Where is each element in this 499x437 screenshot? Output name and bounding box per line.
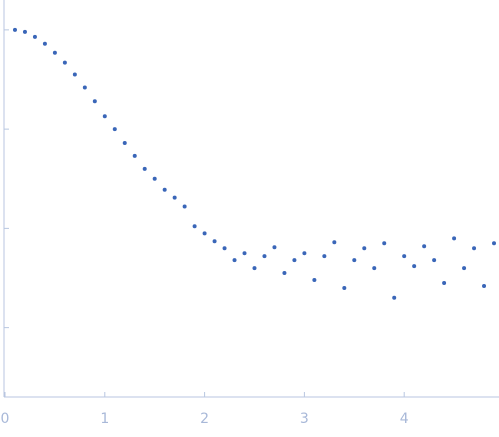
point [412,264,417,269]
point [252,266,257,271]
point [232,258,237,263]
x-tick-label: 2 [200,411,209,427]
point [372,266,377,271]
point [472,246,477,251]
point [172,195,177,200]
point [292,258,297,263]
point [12,27,17,32]
point [242,251,247,256]
point [342,285,347,290]
x-tick-label: 0 [1,411,10,427]
point [362,246,367,251]
point [422,244,427,249]
point [152,176,157,181]
point [42,41,47,46]
point [222,246,227,251]
point [112,127,117,132]
x-tick-label: 4 [400,411,409,427]
point [432,258,437,263]
x-tick-label: 1 [100,411,109,427]
point [202,231,207,236]
point [402,254,407,259]
point [462,266,467,271]
point [162,187,167,192]
point [142,166,147,171]
point [382,241,387,246]
point [312,277,317,282]
point [32,34,37,39]
point [122,141,127,146]
point [72,72,77,77]
point [352,258,357,263]
point [182,204,187,209]
point [192,224,197,229]
point [442,280,447,285]
point [52,50,57,55]
point [132,153,137,158]
point [452,236,457,241]
point [22,29,27,34]
point [212,239,217,244]
point [392,295,397,300]
point [262,254,267,259]
point [302,251,307,256]
point [92,99,97,104]
point [282,271,287,276]
point [102,114,107,119]
x-tick-label: 3 [300,411,309,427]
point [272,245,277,250]
point [62,60,67,65]
point [492,241,497,246]
point [482,283,487,288]
point [332,240,337,245]
point [82,85,87,90]
point [322,254,327,259]
